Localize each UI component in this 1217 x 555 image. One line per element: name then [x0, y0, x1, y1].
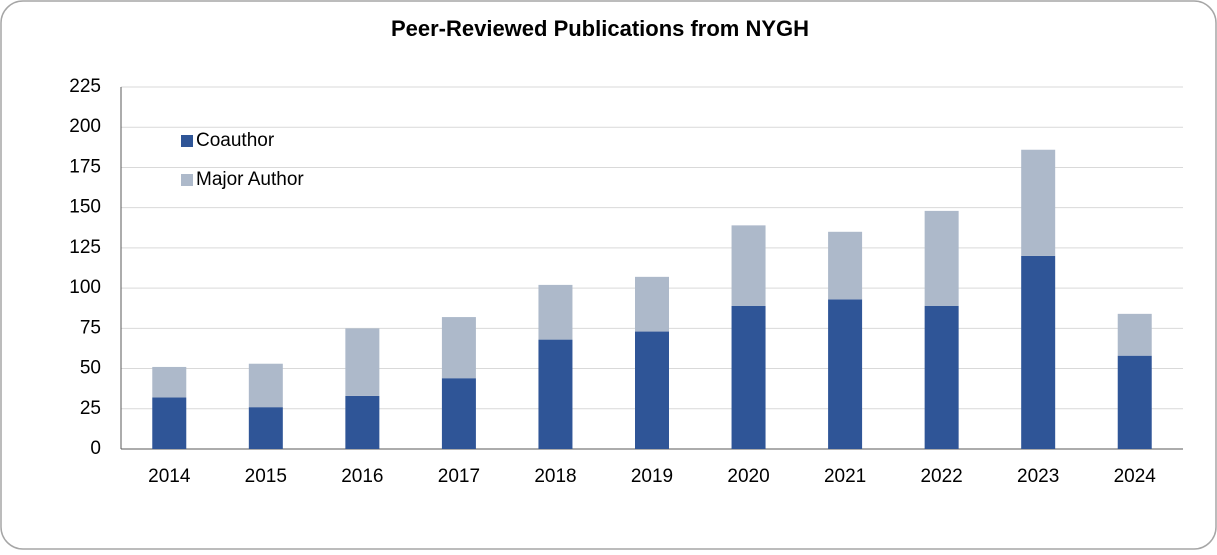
- y-tick-label: 200: [69, 116, 101, 137]
- x-tick-label: 2024: [1114, 466, 1157, 487]
- y-tick-label: 25: [80, 398, 101, 419]
- x-tick-label: 2022: [920, 466, 962, 487]
- y-tick-label: 0: [90, 438, 101, 459]
- bar-segment: [828, 231, 863, 300]
- x-tick-label: 2015: [245, 466, 287, 487]
- bar-segment: [828, 299, 863, 449]
- legend-label: Coauthor: [196, 130, 275, 151]
- y-tick-label: 150: [69, 197, 101, 218]
- bar-segment: [538, 284, 573, 340]
- bar-segment: [1117, 355, 1152, 449]
- x-tick-label: 2014: [148, 466, 191, 487]
- bar-segment: [731, 225, 766, 306]
- x-tick-label: 2017: [438, 466, 480, 487]
- bar-segment: [635, 331, 669, 449]
- bar-segment: [345, 395, 380, 449]
- bar-segment: [152, 366, 187, 398]
- bar-segment: [731, 305, 766, 449]
- bar-segment: [924, 210, 959, 306]
- bar-segment: [248, 407, 283, 449]
- bar-segment: [441, 378, 476, 449]
- bar-segment: [1117, 313, 1152, 356]
- x-tick-label: 2023: [1017, 466, 1059, 487]
- x-tick-label: 2016: [341, 466, 383, 487]
- bar-segment: [538, 339, 573, 449]
- x-tick-label: 2021: [824, 466, 866, 487]
- y-tick-label: 75: [80, 317, 101, 338]
- chart-title: Peer-Reviewed Publications from NYGH: [391, 16, 809, 41]
- bar-segment: [248, 363, 283, 408]
- bar-segment: [345, 328, 380, 396]
- y-tick-label: 175: [69, 156, 101, 177]
- legend-swatch: [181, 174, 193, 186]
- x-tick-label: 2018: [534, 466, 576, 487]
- x-tick-label: 2019: [631, 466, 673, 487]
- bar-segment: [1021, 255, 1056, 449]
- bar-segment: [441, 317, 476, 379]
- y-tick-label: 100: [69, 277, 101, 298]
- legend-swatch: [181, 135, 193, 147]
- y-tick-label: 225: [69, 76, 101, 97]
- bar-segment: [635, 276, 669, 332]
- y-tick-label: 50: [80, 358, 101, 379]
- y-tick-label: 125: [69, 237, 101, 258]
- bar-segment: [1021, 149, 1056, 256]
- x-tick-label: 2020: [727, 466, 769, 487]
- bar-segment: [924, 305, 959, 449]
- legend-label: Major Author: [196, 169, 304, 190]
- bar-segment: [152, 397, 187, 449]
